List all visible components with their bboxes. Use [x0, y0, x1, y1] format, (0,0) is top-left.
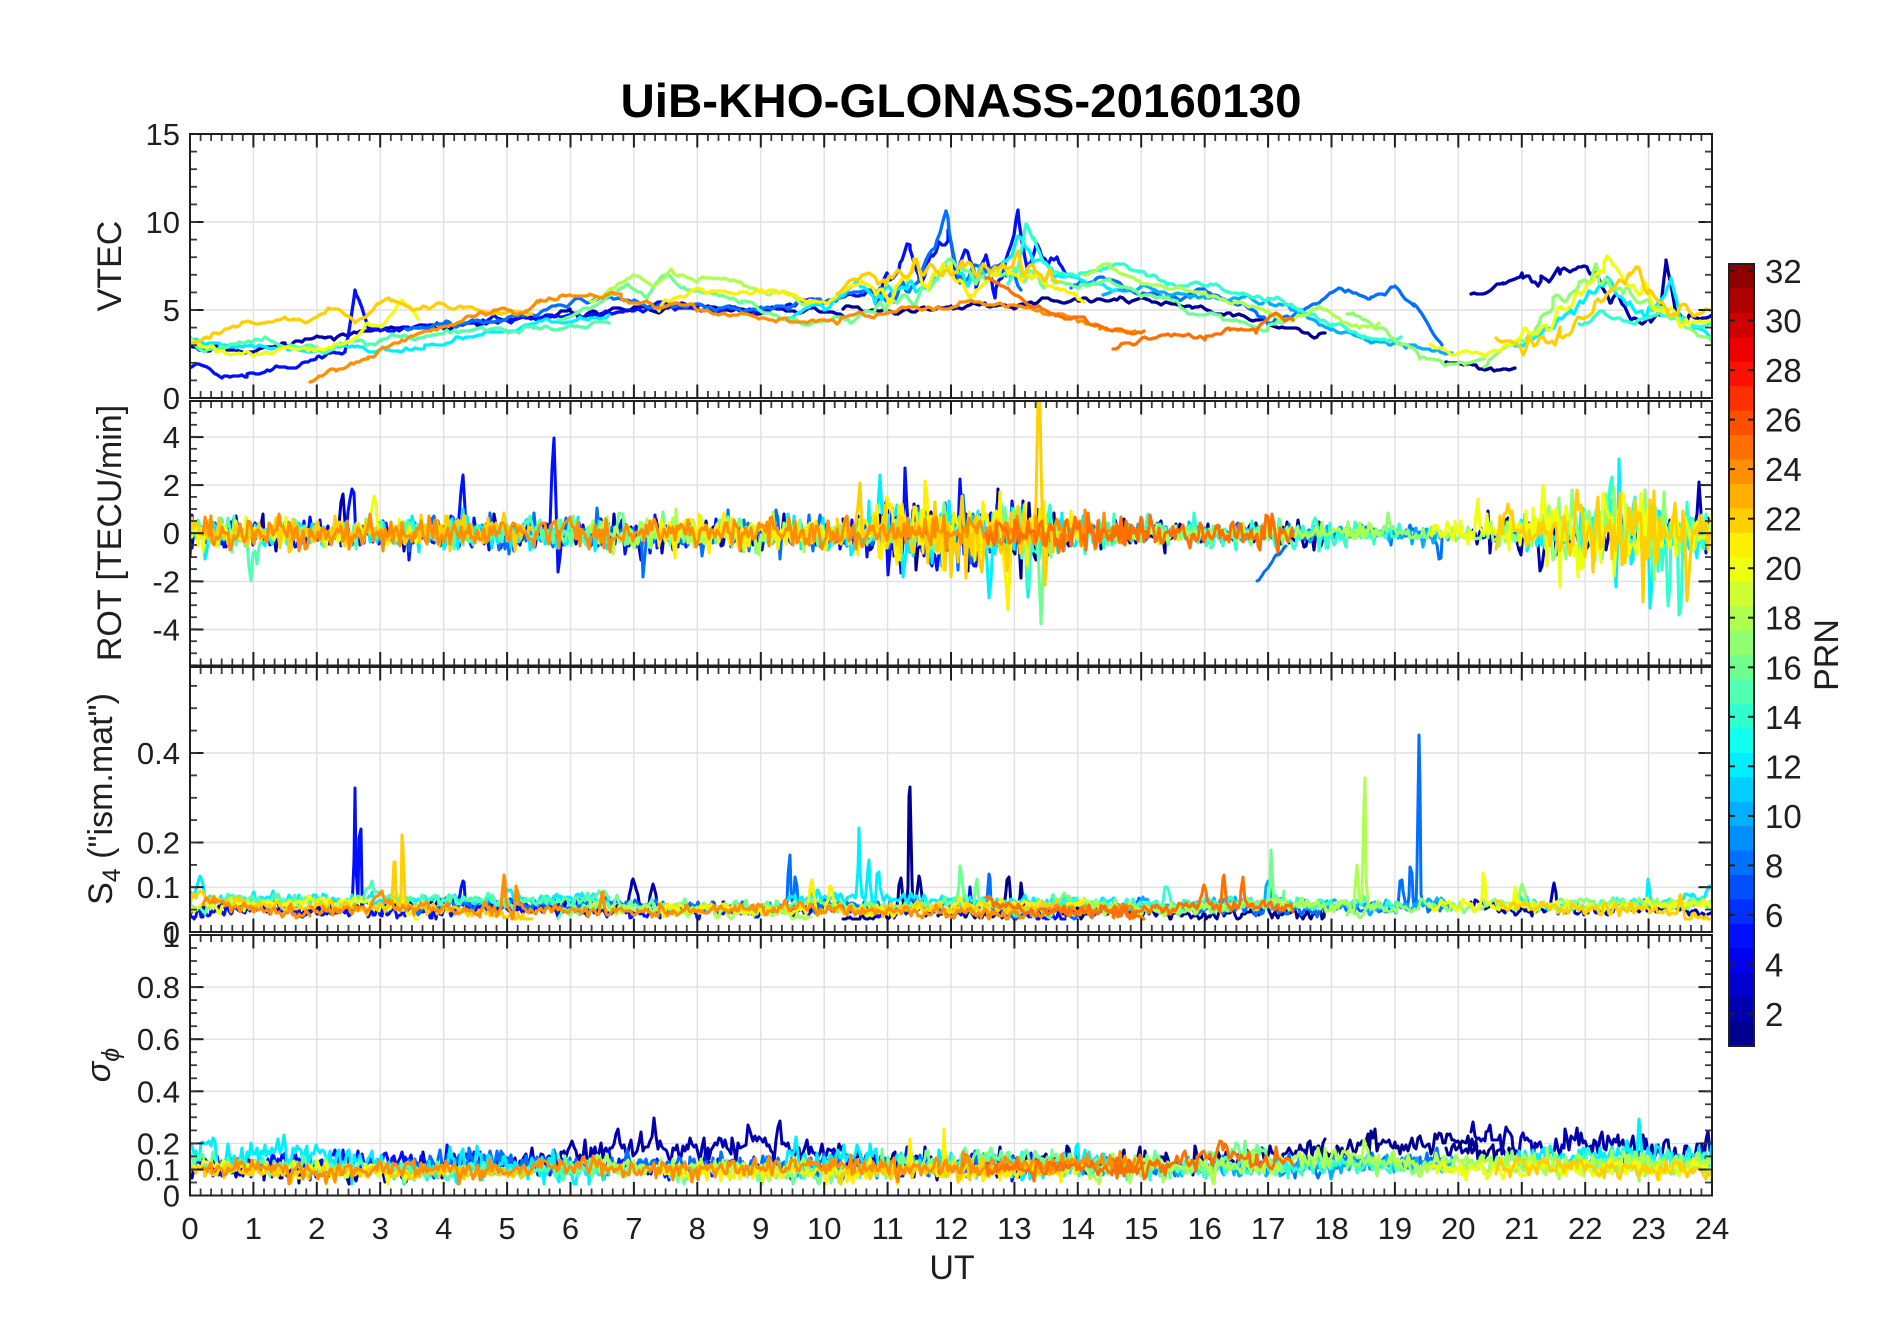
svg-text:-4: -4	[152, 613, 180, 648]
svg-text:19: 19	[1378, 1211, 1412, 1246]
svg-text:5: 5	[498, 1211, 515, 1246]
svg-text:PRN: PRN	[1808, 619, 1846, 691]
svg-text:6: 6	[562, 1211, 579, 1246]
svg-text:11: 11	[872, 1211, 904, 1246]
svg-text:0.2: 0.2	[137, 1126, 180, 1161]
svg-text:5: 5	[163, 293, 180, 328]
svg-text:20: 20	[1441, 1211, 1475, 1246]
svg-text:21: 21	[1505, 1211, 1539, 1246]
svg-text:7: 7	[625, 1211, 642, 1246]
svg-text:2: 2	[163, 468, 180, 503]
svg-text:16: 16	[1765, 649, 1802, 686]
svg-text:9: 9	[752, 1211, 769, 1246]
svg-text:σϕ: σϕ	[80, 1048, 125, 1083]
svg-text:18: 18	[1314, 1211, 1348, 1246]
svg-text:2: 2	[308, 1211, 325, 1246]
svg-text:3: 3	[372, 1211, 389, 1246]
svg-text:2: 2	[1765, 996, 1783, 1033]
svg-text:0.6: 0.6	[137, 1022, 180, 1057]
svg-text:10: 10	[1765, 798, 1802, 835]
svg-text:17: 17	[1251, 1211, 1285, 1246]
svg-text:S4 ("ism.mat"): S4 ("ism.mat")	[82, 693, 126, 905]
svg-text:0.4: 0.4	[137, 736, 180, 771]
svg-text:ROT [TECU/min]: ROT [TECU/min]	[91, 405, 129, 661]
svg-text:24: 24	[1765, 451, 1802, 488]
svg-text:13: 13	[997, 1211, 1031, 1246]
svg-text:23: 23	[1631, 1211, 1665, 1246]
svg-text:0.1: 0.1	[137, 870, 180, 905]
svg-text:1: 1	[245, 1211, 262, 1246]
svg-text:8: 8	[1765, 847, 1783, 884]
svg-text:6: 6	[1765, 897, 1783, 934]
svg-text:0: 0	[181, 1211, 198, 1246]
svg-text:15: 15	[1124, 1211, 1158, 1246]
svg-text:VTEC: VTEC	[91, 221, 129, 312]
svg-text:28: 28	[1765, 352, 1802, 389]
svg-text:0: 0	[163, 1179, 180, 1214]
svg-text:8: 8	[689, 1211, 706, 1246]
svg-text:16: 16	[1187, 1211, 1221, 1246]
svg-text:0: 0	[163, 516, 180, 551]
svg-text:24: 24	[1695, 1211, 1729, 1246]
svg-text:30: 30	[1765, 303, 1802, 340]
svg-text:4: 4	[163, 420, 180, 455]
svg-text:UT: UT	[929, 1249, 974, 1287]
svg-text:10: 10	[146, 205, 180, 240]
svg-text:12: 12	[1765, 748, 1802, 785]
svg-text:22: 22	[1765, 501, 1802, 538]
svg-text:22: 22	[1568, 1211, 1602, 1246]
svg-text:0: 0	[163, 915, 180, 950]
svg-text:0.4: 0.4	[137, 1074, 180, 1109]
svg-text:26: 26	[1765, 402, 1802, 439]
svg-text:0: 0	[163, 381, 180, 416]
svg-text:18: 18	[1765, 600, 1802, 637]
svg-text:12: 12	[934, 1211, 968, 1246]
svg-text:4: 4	[1765, 947, 1783, 984]
svg-text:0.2: 0.2	[137, 826, 180, 861]
svg-text:1: 1	[163, 919, 180, 954]
svg-text:20: 20	[1765, 550, 1802, 587]
svg-text:10: 10	[807, 1211, 841, 1246]
svg-text:0.8: 0.8	[137, 970, 180, 1005]
svg-text:15: 15	[146, 117, 180, 152]
svg-text:0.1: 0.1	[137, 1153, 180, 1188]
svg-text:4: 4	[435, 1211, 452, 1246]
svg-text:32: 32	[1765, 253, 1802, 290]
svg-text:14: 14	[1765, 699, 1802, 736]
svg-text:14: 14	[1061, 1211, 1095, 1246]
svg-text:UiB-KHO-GLONASS-20160130: UiB-KHO-GLONASS-20160130	[620, 75, 1301, 128]
svg-text:-2: -2	[152, 564, 180, 599]
